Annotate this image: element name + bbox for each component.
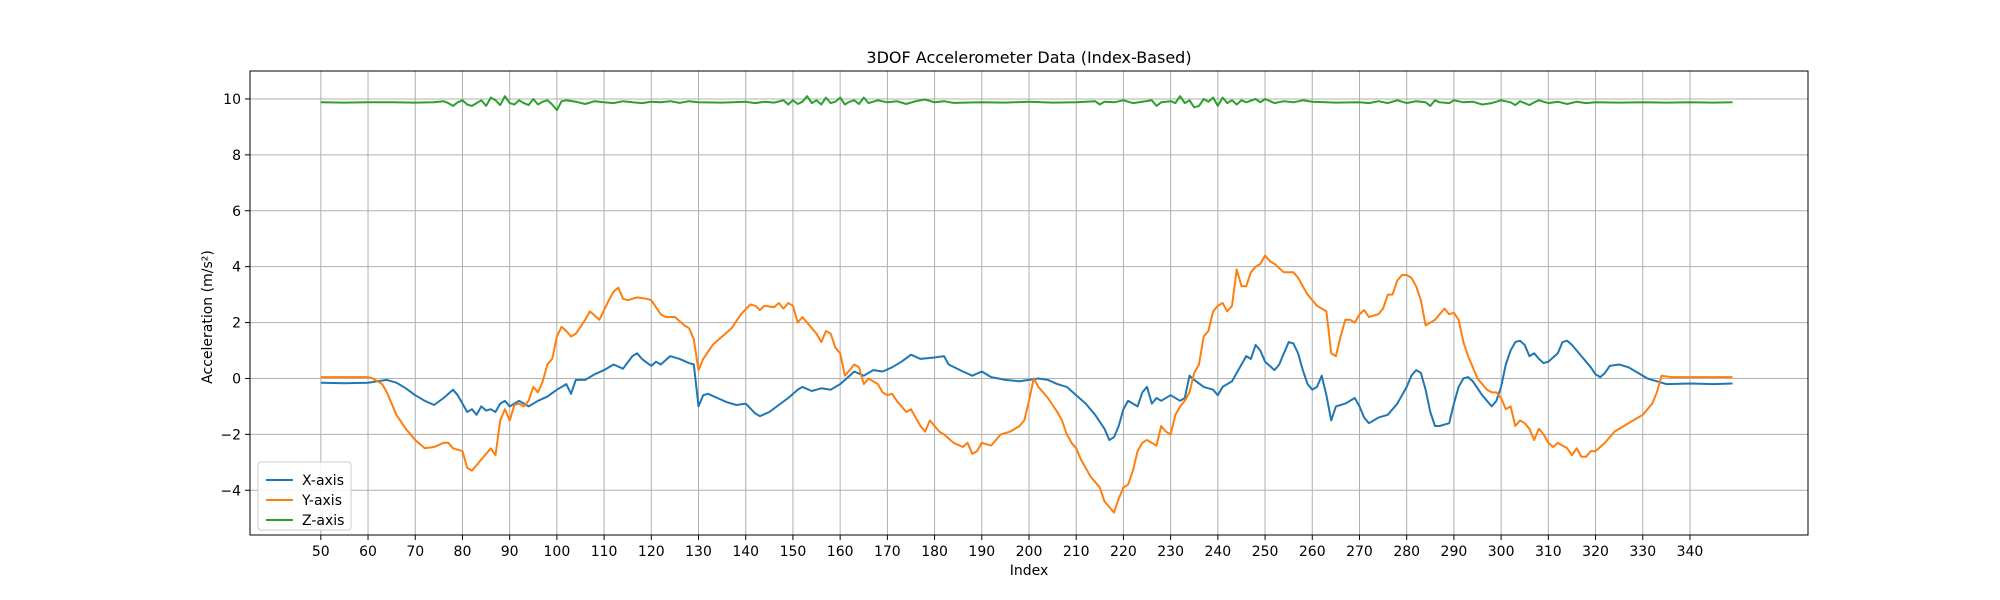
x-tick-label: 80 [454,544,472,560]
y-tick-label: 6 [232,204,241,220]
grid [250,71,1808,535]
series-line-x-axis [320,339,1733,441]
x-tick-label: 330 [1629,544,1656,560]
x-tick-label: 340 [1677,544,1704,560]
x-tick-label: 250 [1252,544,1279,560]
y-tick-label: 0 [232,371,241,387]
y-tick-label: 2 [232,316,241,332]
x-tick-label: 210 [1063,544,1090,560]
x-tick-label: 150 [780,544,807,560]
x-tick-label: 130 [685,544,712,560]
x-tick-label: 140 [732,544,759,560]
x-tick-label: 70 [406,544,424,560]
legend-label: Y-axis [301,493,342,509]
x-tick-label: 240 [1204,544,1231,560]
x-tick-label: 270 [1346,544,1373,560]
x-tick-label: 180 [921,544,948,560]
legend: X-axis Y-axis Z-axis [257,461,352,531]
x-tick-label: 260 [1299,544,1326,560]
x-tick-label: 230 [1157,544,1184,560]
x-tick-label: 200 [1016,544,1043,560]
x-tick-label: 120 [638,544,665,560]
y-axis-ticks: −4 −2 0 2 4 6 8 10 [220,92,250,499]
y-tick-label: 10 [223,92,241,108]
x-tick-label: 110 [591,544,618,560]
x-tick-label: 190 [968,544,995,560]
legend-label: X-axis [302,473,344,489]
series-lines [320,95,1733,514]
y-tick-label: −2 [220,427,241,443]
x-axis-ticks: 50 60 70 80 90 100 110 120 130 140 150 160 170 180 190… [312,535,1703,560]
x-tick-label: 220 [1110,544,1137,560]
x-axis-label: Index [1010,563,1049,579]
x-tick-label: 300 [1488,544,1515,560]
x-tick-label: 310 [1535,544,1562,560]
x-tick-label: 280 [1393,544,1420,560]
x-tick-label: 100 [544,544,571,560]
x-tick-label: 320 [1582,544,1609,560]
series-line-y-axis [320,254,1733,514]
x-tick-label: 90 [501,544,519,560]
y-tick-label: 8 [232,148,241,164]
x-tick-label: 50 [312,544,330,560]
y-axis-label: Acceleration (m/s²) [200,250,216,384]
x-tick-label: 170 [874,544,901,560]
y-tick-label: 4 [232,260,241,276]
x-tick-label: 290 [1441,544,1468,560]
chart-title: 3DOF Accelerometer Data (Index-Based) [866,48,1191,67]
x-tick-label: 160 [827,544,854,560]
legend-label: Z-axis [302,513,344,529]
y-tick-label: −4 [220,483,241,499]
x-tick-label: 60 [359,544,377,560]
series-line-z-axis [320,95,1733,112]
